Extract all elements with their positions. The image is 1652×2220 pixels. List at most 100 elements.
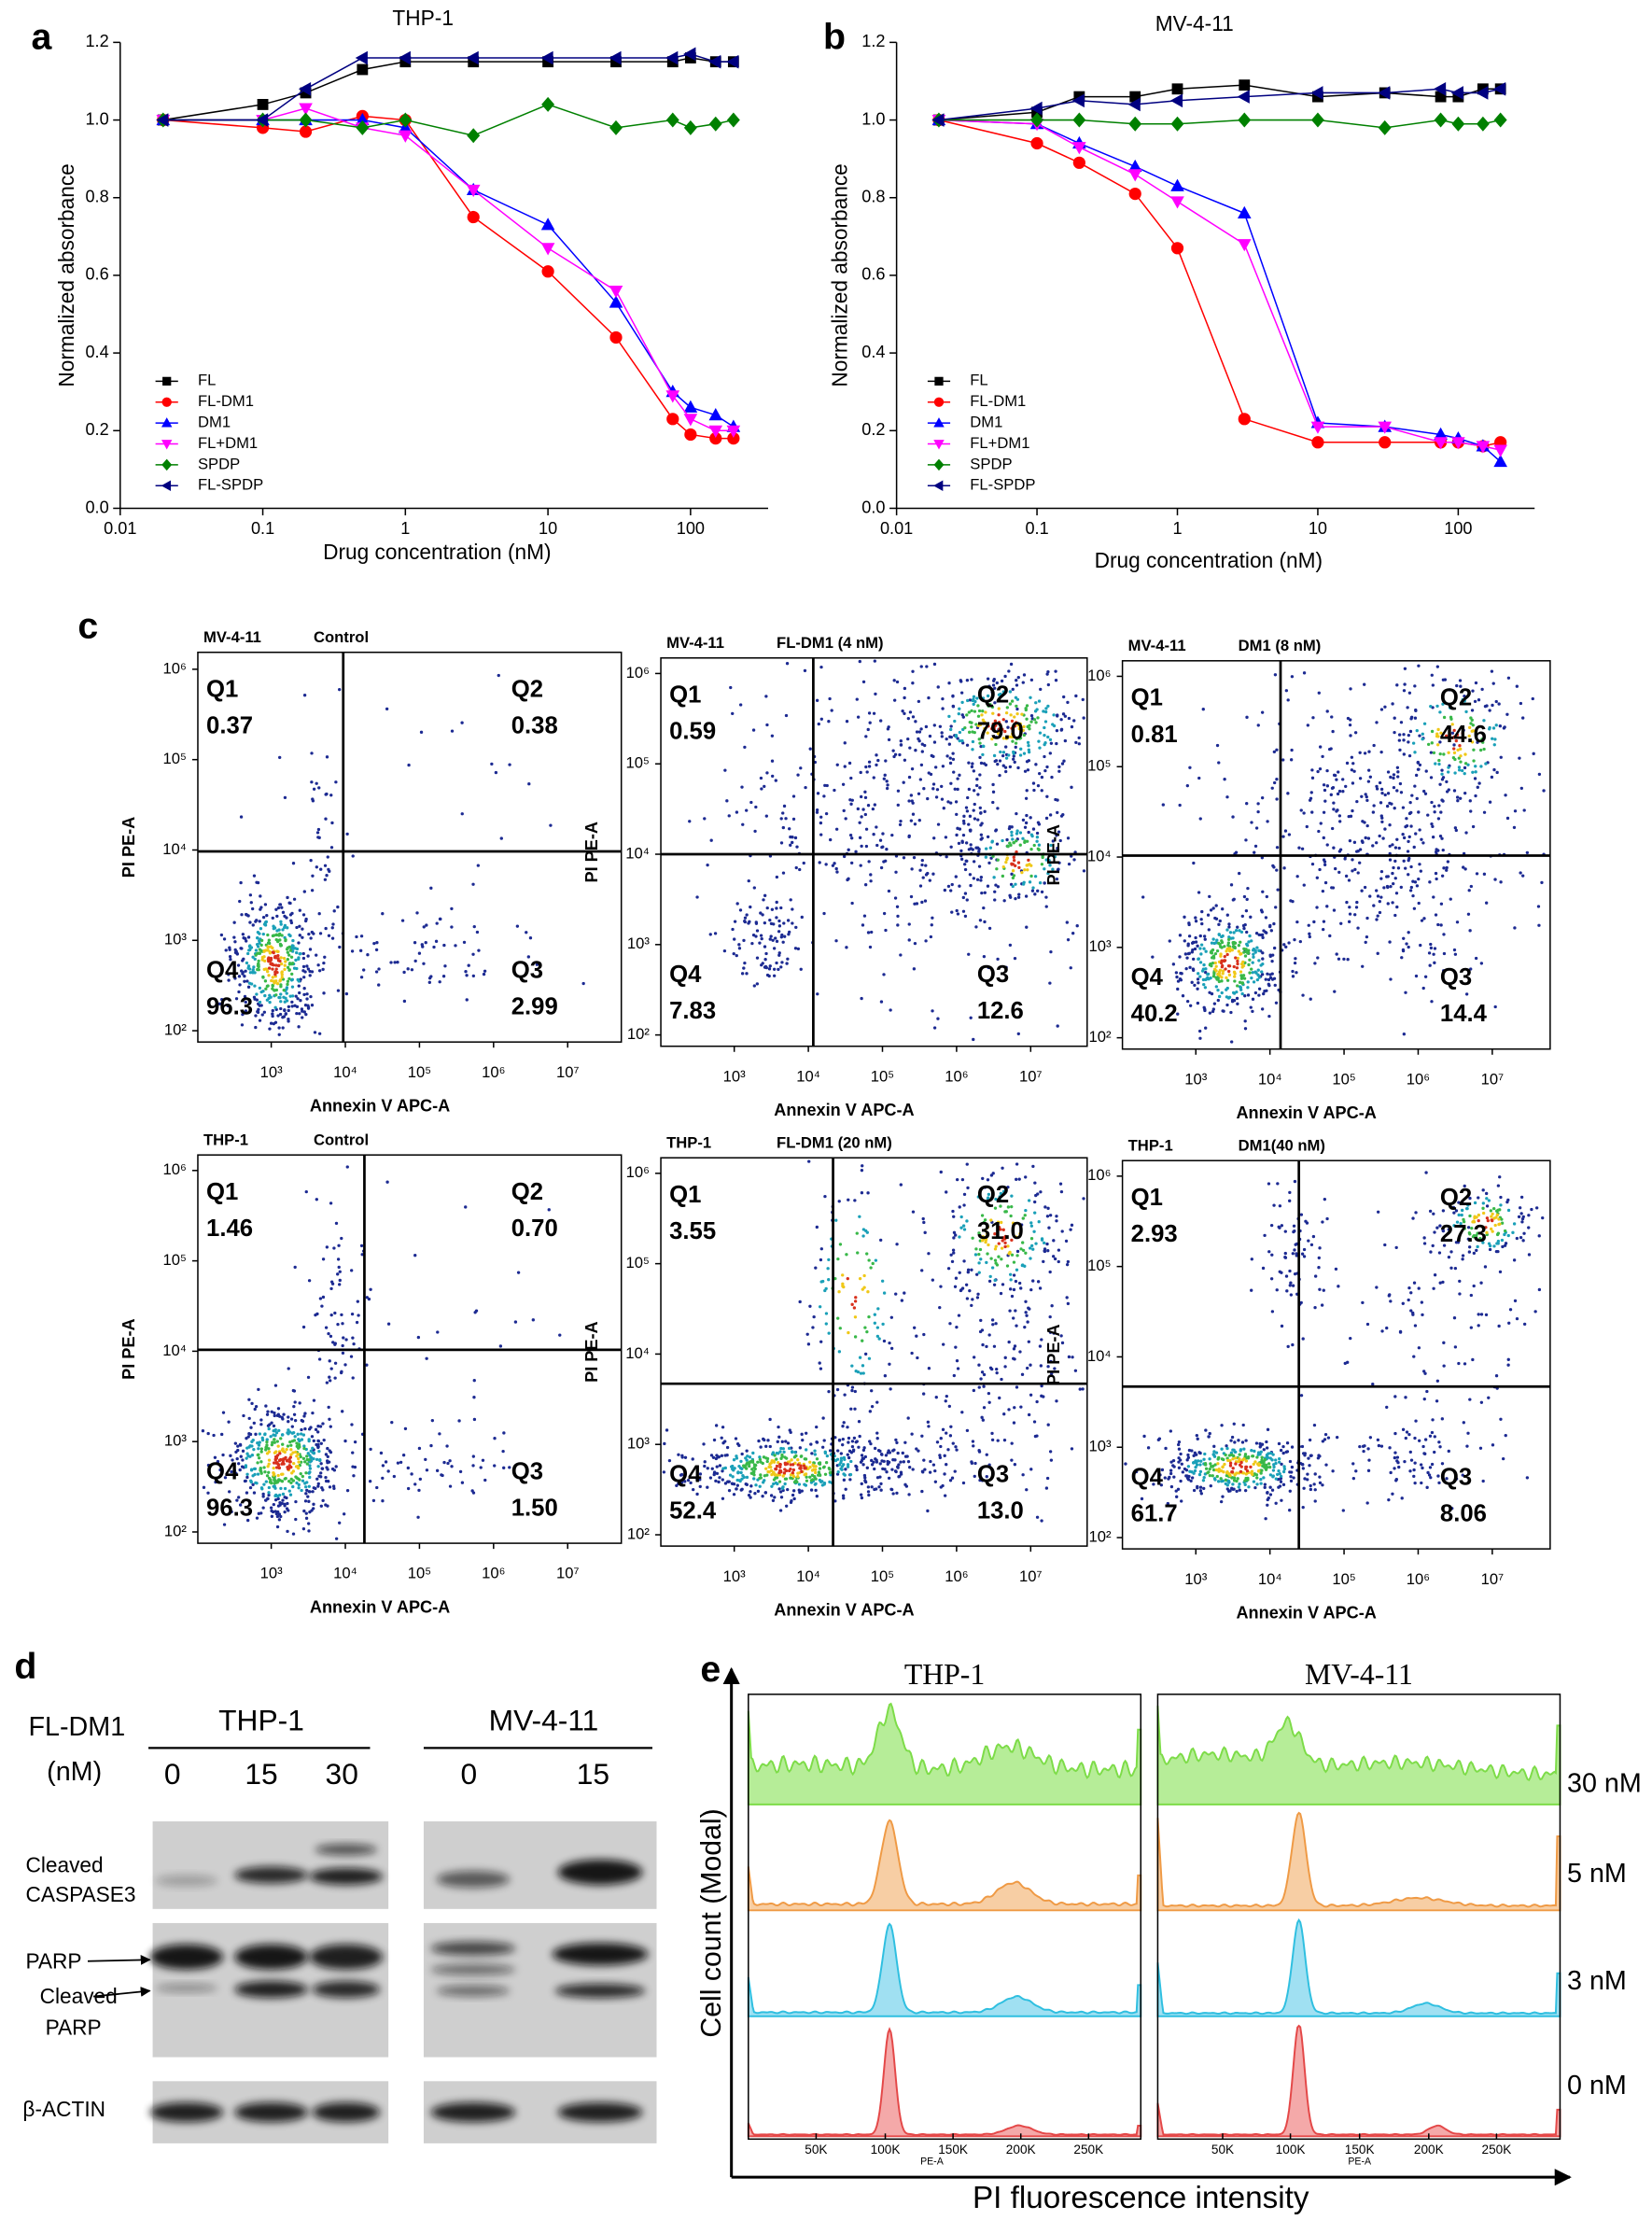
event-dot <box>304 1492 307 1495</box>
event-dot <box>954 1286 957 1288</box>
event-dot <box>352 1376 355 1379</box>
event-dot <box>237 991 240 993</box>
event-dot <box>1267 983 1270 986</box>
event-dot <box>873 1488 875 1491</box>
event-dot <box>350 1423 353 1426</box>
event-dot <box>932 782 935 785</box>
quadrant-label: Q4 <box>206 957 239 983</box>
event-dot <box>381 1477 384 1480</box>
marker <box>684 400 698 413</box>
event-dot <box>1506 817 1509 820</box>
event-dot <box>979 1319 982 1322</box>
event-dot <box>1542 789 1545 792</box>
event-dot <box>1443 716 1446 719</box>
event-dot <box>1284 829 1287 832</box>
event-dot <box>232 921 235 924</box>
event-dot <box>1273 947 1276 949</box>
event-dot <box>826 784 829 787</box>
event-dot <box>867 1485 870 1488</box>
event-dot <box>1362 1450 1365 1453</box>
event-dot <box>1014 1344 1016 1347</box>
event-dot <box>964 868 967 871</box>
event-dot <box>1375 841 1378 844</box>
event-dot <box>952 705 955 708</box>
event-dot <box>1491 1443 1494 1446</box>
event-dot <box>811 1474 814 1477</box>
quadrant-label: Q1 <box>669 1182 701 1208</box>
event-dot <box>860 997 862 1000</box>
event-dot <box>931 917 933 920</box>
event-dot <box>774 936 777 939</box>
event-dot <box>791 836 793 838</box>
event-dot <box>890 1468 893 1470</box>
event-dot <box>819 1258 822 1261</box>
event-dot <box>1472 749 1475 752</box>
event-dot <box>1309 1439 1311 1441</box>
quadrant-value: 79.0 <box>977 719 1024 745</box>
event-dot <box>259 1432 261 1435</box>
event-dot <box>259 1440 261 1443</box>
event-dot <box>1413 846 1416 849</box>
event-dot <box>302 993 305 996</box>
event-dot <box>1245 909 1248 912</box>
event-dot <box>258 968 260 971</box>
event-dot <box>716 1472 719 1475</box>
y-tick-label: 10³ <box>627 1435 650 1453</box>
event-dot <box>1184 967 1187 970</box>
quadrant-label: Q3 <box>977 1461 1009 1487</box>
event-dot <box>1048 981 1051 984</box>
event-dot <box>247 986 250 989</box>
event-dot <box>952 1215 955 1218</box>
quadrant-value: 0.38 <box>511 713 558 739</box>
event-dot <box>845 946 847 948</box>
event-dot <box>985 856 987 859</box>
event-dot <box>445 1444 448 1447</box>
event-dot <box>1208 895 1211 898</box>
event-dot <box>970 1017 973 1019</box>
event-dot <box>315 1443 317 1446</box>
event-dot <box>876 1326 879 1328</box>
event-dot <box>889 1488 892 1491</box>
event-dot <box>979 807 982 809</box>
event-dot <box>748 1465 750 1468</box>
event-dot <box>1377 952 1379 955</box>
event-dot <box>1049 738 1052 741</box>
event-dot <box>919 884 922 887</box>
event-dot <box>1026 1367 1029 1370</box>
event-dot <box>1375 889 1378 892</box>
event-dot <box>1400 956 1403 959</box>
event-dot <box>499 1344 502 1347</box>
event-dot <box>1230 883 1233 886</box>
event-dot <box>282 1412 285 1415</box>
event-dot <box>1016 698 1019 701</box>
quadrant-value: 0.59 <box>669 719 716 745</box>
event-dot <box>916 730 918 733</box>
event-dot <box>758 941 761 944</box>
event-dot <box>890 1347 893 1350</box>
event-dot <box>1401 1496 1404 1499</box>
event-dot <box>1454 826 1457 829</box>
event-dot <box>790 1431 792 1434</box>
event-dot <box>329 1425 332 1427</box>
event-dot <box>1001 754 1004 757</box>
event-dot <box>1423 1242 1426 1244</box>
event-dot <box>1288 833 1291 836</box>
event-dot <box>257 1008 259 1011</box>
event-dot <box>1435 878 1437 880</box>
event-dot <box>1323 920 1325 922</box>
event-dot <box>1252 948 1254 951</box>
event-dot <box>879 719 882 722</box>
x-tick-label: 100 <box>677 519 705 538</box>
event-dot <box>311 1490 314 1493</box>
event-dot <box>256 998 259 1001</box>
event-dot <box>1175 976 1178 978</box>
event-dot <box>1507 677 1510 680</box>
event-dot <box>389 961 392 963</box>
event-dot <box>1057 770 1060 773</box>
event-dot <box>918 819 921 822</box>
event-dot <box>1528 1253 1531 1256</box>
event-dot <box>268 1463 271 1466</box>
event-dot <box>1031 890 1034 892</box>
event-dot <box>972 1444 974 1447</box>
event-dot <box>1389 885 1392 888</box>
